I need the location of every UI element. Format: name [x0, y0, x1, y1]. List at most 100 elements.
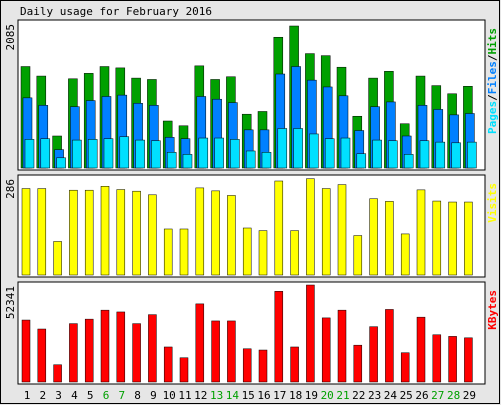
bar-visits-day-10	[163, 228, 173, 276]
bar-pages-day-28	[451, 142, 461, 169]
bar-visits-day-19	[306, 178, 315, 276]
bar-kbytes-day-4	[69, 323, 78, 383]
bar-pages-day-9	[151, 140, 161, 169]
day-label-18: 18	[289, 389, 302, 402]
bar-visits-day-14	[227, 195, 236, 276]
bar-visits-day-5	[84, 189, 94, 276]
bar-kbytes-day-29	[464, 337, 473, 383]
day-label-11: 11	[178, 389, 191, 402]
bar-pages-day-10	[166, 152, 177, 169]
bar-pages-day-24	[388, 140, 398, 169]
bar-kbytes-day-19	[306, 284, 315, 383]
day-label-25: 25	[400, 389, 413, 402]
bar-visits-day-29	[464, 201, 473, 276]
y-series-label-pages: Pages	[486, 101, 499, 134]
bar-pages-day-2	[40, 138, 51, 169]
bar-pages-day-29	[467, 141, 477, 169]
day-label-5: 5	[87, 389, 94, 402]
bar-kbytes-day-16	[258, 349, 268, 383]
bar-kbytes-day-25	[400, 352, 410, 383]
bar-pages-day-15	[245, 150, 256, 169]
bar-pages-day-22	[356, 153, 367, 169]
day-label-19: 19	[305, 389, 318, 402]
chart-title: Daily usage for February 2016	[20, 5, 212, 18]
bar-visits-day-1	[21, 188, 31, 276]
bar-pages-day-4	[72, 139, 82, 169]
bar-kbytes-day-11	[179, 357, 189, 383]
bar-pages-day-16	[261, 152, 272, 169]
bar-pages-day-26	[419, 140, 430, 169]
bar-visits-day-26	[416, 189, 426, 276]
bar-visits-day-17	[274, 180, 284, 276]
bar-pages-day-8	[135, 139, 145, 169]
day-label-26: 26	[415, 389, 428, 402]
bar-kbytes-day-17	[274, 291, 284, 383]
bar-kbytes-day-28	[448, 336, 457, 383]
day-label-9: 9	[150, 389, 157, 402]
day-label-23: 23	[368, 389, 381, 402]
bar-visits-day-28	[448, 201, 457, 276]
y-series-label: KBytes	[486, 290, 499, 330]
bar-pages-day-19	[309, 133, 319, 169]
day-label-16: 16	[257, 389, 270, 402]
bar-visits-day-15	[242, 227, 252, 276]
day-label-27: 27	[431, 389, 444, 402]
bar-kbytes-day-12	[195, 303, 205, 383]
bar-visits-day-25	[400, 233, 410, 276]
y-series-label-visits: Visits	[486, 183, 499, 223]
chart-panels: 2085 Pages/Files/Hits 286 Visits 52341 KBytes	[4, 19, 499, 385]
day-label-21: 21	[336, 389, 349, 402]
bar-pages-day-3	[56, 157, 66, 169]
day-label-8: 8	[134, 389, 141, 402]
bar-kbytes-day-5	[84, 318, 94, 383]
day-label-13: 13	[210, 389, 223, 402]
day-label-17: 17	[273, 389, 286, 402]
y-series-label: Pages/Files/Hits	[486, 28, 499, 134]
panel-pages-files-hits: 2085 Pages/Files/Hits	[4, 19, 499, 171]
y-max-label: 2085	[4, 24, 17, 51]
bar-visits-day-12	[195, 187, 205, 276]
bar-visits-day-18	[290, 230, 299, 276]
y-max-label: 52341	[4, 286, 17, 319]
bar-pages-day-21	[340, 137, 351, 169]
bar-pages-day-18	[293, 128, 303, 169]
bar-pages-day-13	[214, 137, 224, 169]
day-label-20: 20	[321, 389, 334, 402]
bar-pages-day-17	[277, 128, 288, 169]
day-label-12: 12	[194, 389, 207, 402]
bar-kbytes-day-3	[53, 364, 62, 383]
bar-pages-day-11	[182, 154, 193, 169]
x-axis-day-labels: 1 2 3 4 5 6 7 8 9 10 11 12 13 14 15 16 17 18 19 20 21 22 23 24 2…	[24, 389, 476, 402]
y-max-label: 286	[4, 179, 17, 199]
day-label-7: 7	[118, 389, 125, 402]
bar-kbytes-day-22	[353, 344, 363, 383]
bar-visits-day-11	[179, 228, 189, 276]
panel-visits: 286 Visits	[4, 174, 499, 278]
bar-visits-day-2	[37, 188, 47, 276]
bar-kbytes-day-14	[227, 320, 236, 383]
bar-visits-day-24	[385, 201, 394, 276]
bar-visits-day-6	[100, 186, 110, 276]
bar-kbytes-day-9	[148, 314, 157, 383]
bar-kbytes-day-8	[132, 323, 141, 383]
bar-visits-day-13	[211, 190, 220, 276]
y-series-label-kbytes: KBytes	[486, 290, 499, 330]
day-label-6: 6	[103, 389, 110, 402]
y-series-label-files: Files	[486, 61, 499, 94]
bar-visits-day-21	[337, 184, 347, 276]
bar-kbytes-day-21	[337, 309, 347, 383]
day-label-24: 24	[384, 389, 398, 402]
bar-pages-day-7	[119, 136, 130, 169]
bar-kbytes-day-2	[37, 328, 47, 383]
bar-visits-day-3	[53, 241, 62, 276]
bar-kbytes-day-13	[211, 320, 220, 383]
bar-kbytes-day-20	[321, 317, 331, 383]
bar-visits-day-9	[148, 194, 157, 276]
bar-kbytes-day-18	[290, 346, 299, 383]
y-series-label-separator: /	[486, 94, 499, 101]
day-label-29: 29	[463, 389, 476, 402]
day-label-2: 2	[39, 389, 46, 402]
bar-visits-day-23	[369, 198, 378, 276]
day-label-10: 10	[163, 389, 176, 402]
